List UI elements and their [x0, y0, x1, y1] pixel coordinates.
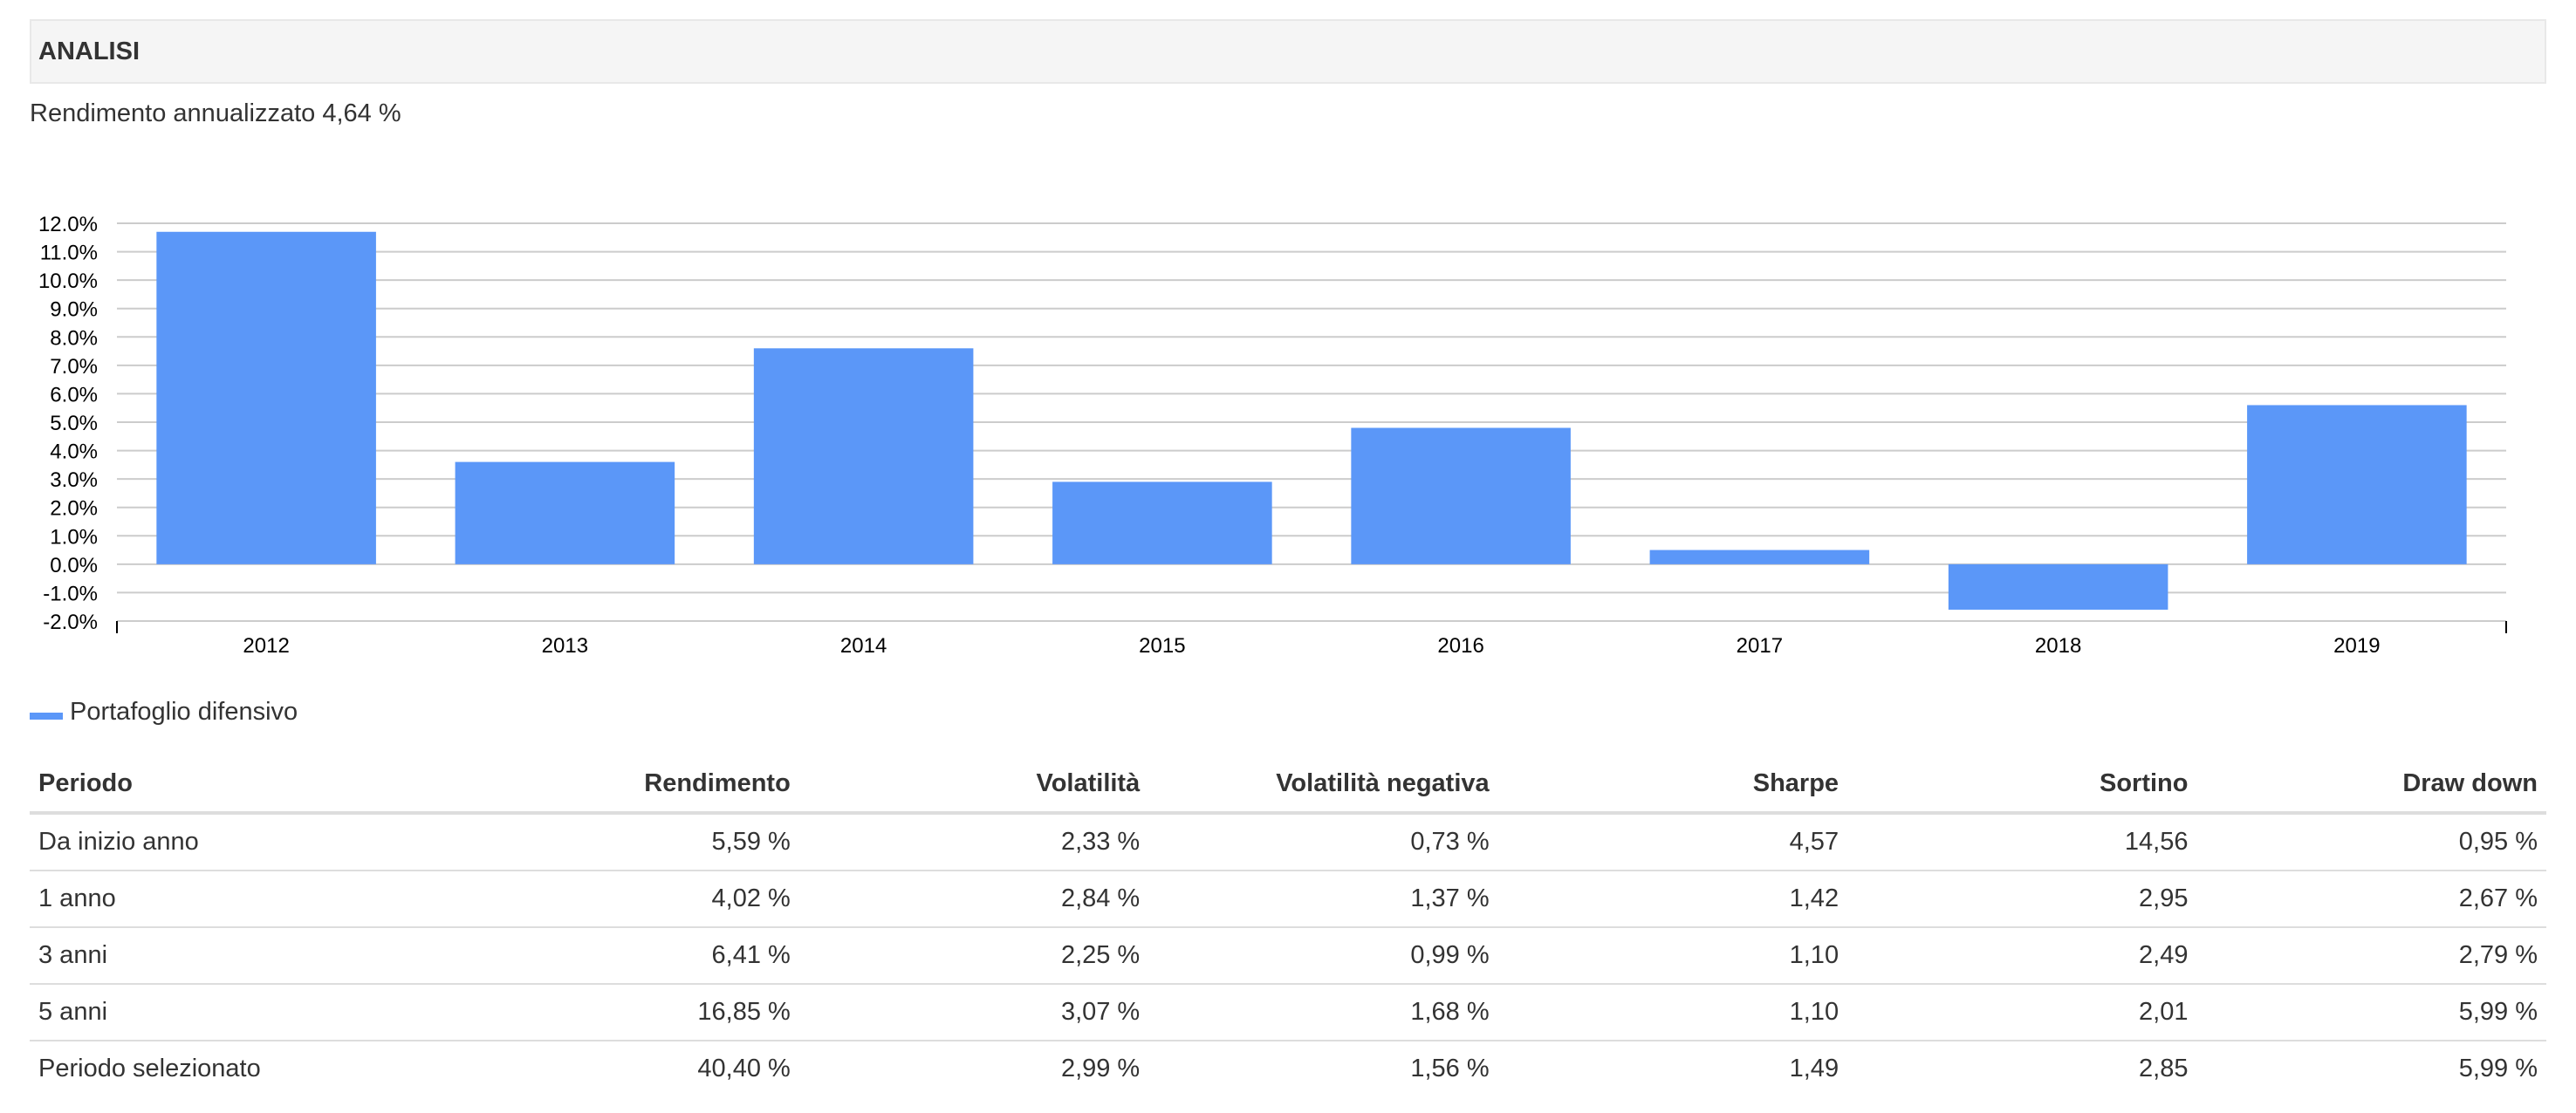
cell-draw-down: 2,67 % — [2196, 871, 2546, 928]
cell-draw-down: 2,79 % — [2196, 927, 2546, 985]
bar — [156, 231, 376, 564]
cell-volatilita-negativa: 0,73 % — [1148, 813, 1498, 871]
chart-legend[interactable]: Portafoglio difensivo — [30, 698, 298, 727]
bar — [1649, 550, 1870, 564]
bar — [1052, 481, 1272, 564]
x-tick-label: 2018 — [2035, 634, 2081, 658]
cell-periodo: 3 anni — [30, 927, 450, 985]
x-tick-label: 2015 — [1139, 634, 1185, 658]
bar — [1948, 563, 2168, 610]
cell-sortino: 2,49 — [1847, 927, 2197, 985]
column-header-sharpe: Sharpe — [1497, 755, 1848, 815]
y-tick-label: 6.0% — [50, 383, 98, 406]
y-tick-label: 7.0% — [50, 355, 98, 379]
cell-rendimento: 40,40 % — [697, 1055, 791, 1082]
table-row: 1 anno 4,02 % 2,84 % 1,37 % 1,42 2,95 2,… — [30, 871, 2546, 928]
cell-volatilita-negativa: 0,99 % — [1148, 927, 1498, 985]
x-tick-label: 2016 — [1437, 634, 1483, 658]
x-tick-label: 2012 — [243, 634, 289, 658]
cell-volatilita-negativa: 1,68 % — [1148, 984, 1498, 1041]
table-row: Da inizio anno 5,59 % 2,33 % 0,73 % 4,57… — [30, 813, 2546, 871]
y-tick-label: 10.0% — [38, 270, 98, 293]
column-header-volatilita: Volatilità — [798, 755, 1149, 815]
y-tick-label: 2.0% — [50, 497, 98, 521]
y-tick-label: 1.0% — [50, 525, 98, 549]
cell-rendimento: 16,85 % — [449, 984, 799, 1041]
x-tick-label: 2013 — [542, 634, 588, 658]
legend-label: Portafoglio difensivo — [70, 698, 298, 726]
cell-sharpe: 1,49 — [1789, 1055, 1840, 1082]
y-tick-label: -1.0% — [43, 582, 98, 605]
y-tick-label: 3.0% — [50, 468, 98, 492]
cell-draw-down: 5,99 % — [2458, 1055, 2538, 1082]
column-header-volatilita-negativa: Volatilità negativa — [1148, 755, 1498, 815]
cell-periodo: 1 anno — [30, 871, 450, 928]
cell-draw-down: 5,99 % — [2196, 984, 2546, 1041]
column-header-draw-down: Draw down — [2196, 755, 2546, 815]
bar — [2247, 405, 2467, 564]
panel-title: ANALISI — [38, 38, 140, 65]
y-tick-label: 8.0% — [50, 326, 98, 350]
bar — [753, 348, 974, 564]
cell-sortino: 2,85 — [2139, 1055, 2189, 1082]
cell-draw-down: 0,95 % — [2196, 813, 2546, 871]
cell-sharpe: 1,10 — [1497, 984, 1848, 1041]
x-tick-label: 2014 — [840, 634, 887, 658]
annualized-return-text: Rendimento annualizzato 4,64 % — [30, 99, 401, 127]
cell-periodo: 5 anni — [30, 984, 450, 1041]
cell-rendimento: 4,02 % — [449, 871, 799, 928]
table-row: 5 anni 16,85 % 3,07 % 1,68 % 1,10 2,01 5… — [30, 984, 2546, 1041]
table-header-row: Periodo Rendimento Volatilità Volatilità… — [30, 755, 2546, 815]
bar — [455, 461, 675, 564]
cell-volatilita-negativa: 1,37 % — [1148, 871, 1498, 928]
column-header-periodo: Periodo — [30, 755, 450, 815]
cell-sharpe: 1,42 — [1497, 871, 1848, 928]
y-tick-label: 5.0% — [50, 412, 98, 435]
analysis-panel-header: ANALISI — [30, 19, 2546, 84]
cell-periodo: Periodo selezionato — [38, 1055, 261, 1082]
legend-swatch — [30, 712, 63, 720]
column-header-sortino: Sortino — [1847, 755, 2197, 815]
cell-volatilita: 2,99 % — [1060, 1055, 1141, 1082]
cell-sharpe: 4,57 — [1497, 813, 1848, 871]
y-tick-label: 11.0% — [40, 242, 98, 265]
cell-rendimento: 6,41 % — [449, 927, 799, 985]
y-tick-label: -2.0% — [43, 611, 98, 634]
cell-sortino: 14,56 — [1847, 813, 2197, 871]
cell-sharpe: 1,10 — [1497, 927, 1848, 985]
cell-volatilita: 2,33 % — [798, 813, 1149, 871]
bar — [1351, 427, 1571, 564]
cell-rendimento: 5,59 % — [449, 813, 799, 871]
table-row: Periodo selezionato 40,40 % 2,99 % 1,56 … — [30, 1041, 2546, 1096]
cell-sortino: 2,95 — [1847, 871, 2197, 928]
y-tick-label: 12.0% — [38, 213, 98, 236]
y-tick-label: 0.0% — [50, 554, 98, 577]
cell-volatilita: 2,25 % — [798, 927, 1149, 985]
cell-volatilita-negativa: 1,56 % — [1410, 1055, 1490, 1082]
cell-sortino: 2,01 — [1847, 984, 2197, 1041]
x-tick-label: 2019 — [2333, 634, 2380, 658]
y-tick-label: 9.0% — [50, 298, 98, 322]
statistics-table: Periodo Rendimento Volatilità Volatilità… — [30, 755, 2546, 1096]
cell-volatilita: 3,07 % — [798, 984, 1149, 1041]
cell-periodo: Da inizio anno — [30, 813, 450, 871]
y-tick-label: 4.0% — [50, 440, 98, 464]
cell-volatilita: 2,84 % — [798, 871, 1149, 928]
column-header-rendimento: Rendimento — [449, 755, 799, 815]
x-tick-label: 2017 — [1737, 634, 1783, 658]
annual-returns-chart: 12.0% 11.0% 10.0% 9.0% 8.0% 7.0% 6.0% 5.0% 4.0% 3… — [38, 213, 2507, 658]
table-row: 3 anni 6,41 % 2,25 % 0,99 % 1,10 2,49 2,… — [30, 927, 2546, 985]
